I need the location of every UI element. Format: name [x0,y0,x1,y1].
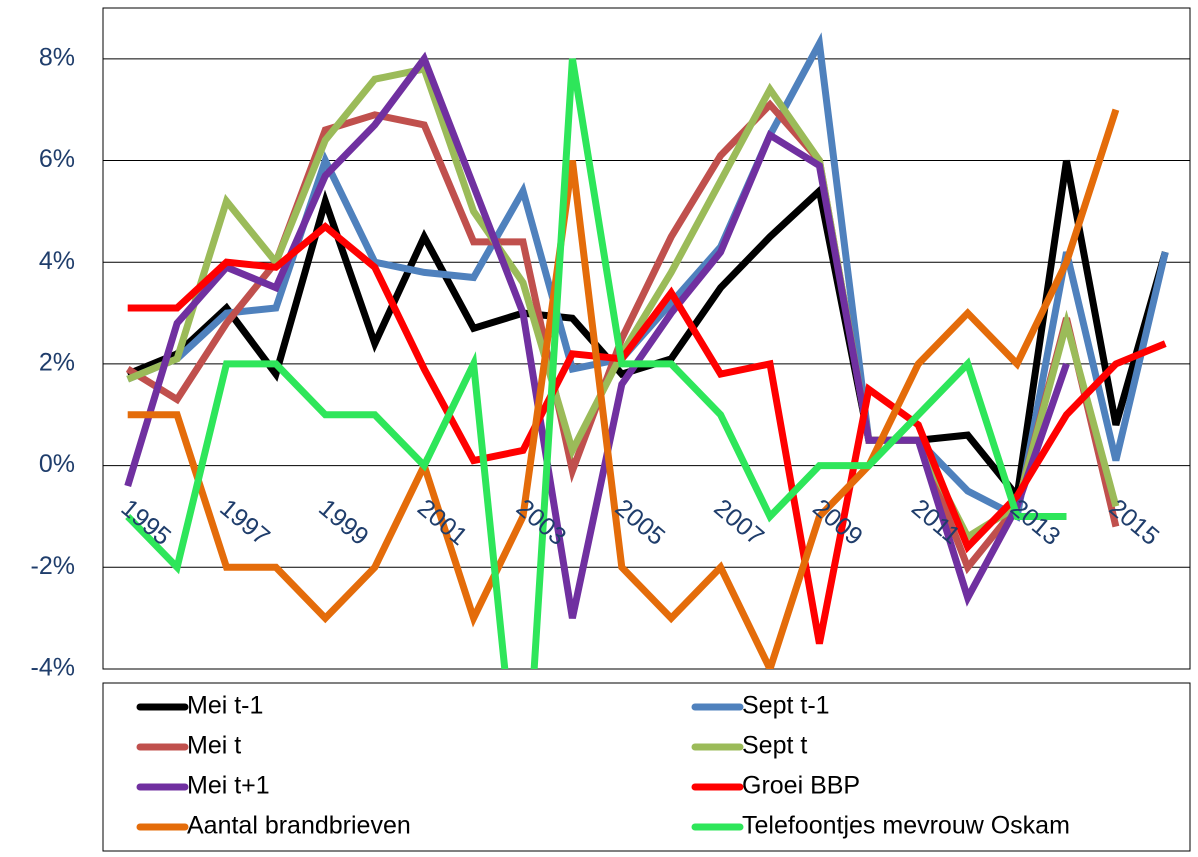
y-tick-label: -2% [31,552,75,580]
legend-label: Mei t [187,732,241,760]
y-tick-label: 0% [39,450,75,478]
legend-label: Aantal brandbrieven [187,812,411,840]
legend-label: Groei BBP [742,772,860,800]
y-tick-label: -4% [31,654,75,682]
series-line [124,51,1070,619]
series-line [125,99,1120,575]
x-tick-label: 1999 [313,494,374,551]
legend-label: Mei t-1 [187,692,263,720]
y-tick-label: 8% [39,43,75,71]
x-tick-label: 1997 [214,494,275,551]
series-line [125,58,1067,669]
legend-label: Sept t-1 [742,692,830,720]
legend-box [102,682,1191,852]
legend-label: Sept t [742,732,807,760]
y-tick-label: 4% [39,247,75,275]
series-line [127,222,1167,645]
legend-label: Mei t+1 [187,772,270,800]
x-tick-label: 1995 [116,494,177,551]
legend-label: Telefoontjes mevrouw Oskam [742,812,1070,840]
x-tick-label: 2001 [412,494,473,551]
y-tick-label: 6% [39,145,75,173]
y-tick-label: 2% [39,349,75,377]
series-line [127,108,1120,669]
